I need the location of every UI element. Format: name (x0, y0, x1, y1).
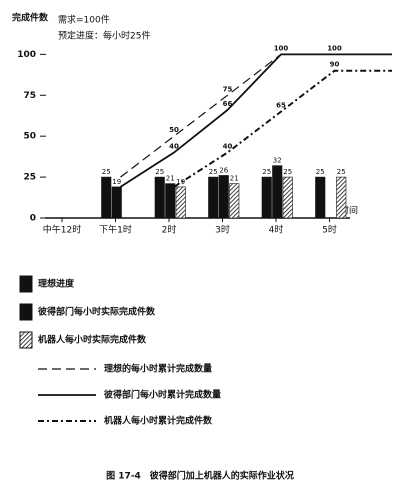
annotation: 需求=100件 (58, 14, 110, 26)
y-tick-label: 25 (23, 173, 36, 183)
bar (229, 183, 240, 219)
legend-label: 理想的每小时累计完成数量 (104, 363, 212, 375)
bar-label: 25 (337, 168, 346, 176)
bar (101, 176, 112, 219)
cumulative-line (120, 53, 392, 188)
y-tick-label: 100 (17, 50, 36, 60)
bar-label: 25 (209, 168, 218, 176)
y-tick-label: 75 (23, 91, 36, 101)
legend-label: 理想进度 (38, 278, 75, 290)
line-label: 50 (169, 126, 179, 134)
legend-swatch (19, 303, 33, 321)
caption: 图 17-4 彼得部门加上机器人的实际作业状况 (106, 470, 294, 482)
legend-label: 机器人每小时实际完成件数 (38, 334, 147, 346)
x-tick-label: 中午12时 (43, 224, 81, 236)
x-tick-label: 4时 (269, 224, 284, 236)
bar (261, 176, 272, 219)
bar-label: 25 (262, 168, 271, 176)
line-label: 100 (327, 44, 342, 52)
annotation: 预定进度：每小时25件 (58, 30, 150, 42)
line-label: 65 (276, 102, 286, 110)
x-tick-label: 2时 (162, 224, 177, 236)
line-label: 100 (274, 44, 289, 52)
y-tick-label: 0 (30, 214, 36, 224)
y-axis-label: 完成件数 (12, 12, 49, 24)
cumulative-line (173, 69, 392, 188)
bar-label: 25 (316, 168, 325, 176)
x-tick-label: 5时 (322, 224, 337, 236)
line-label: 75 (223, 85, 233, 93)
bar-label: 25 (102, 168, 111, 176)
cumulative-line (120, 53, 392, 178)
bar (165, 183, 176, 219)
legend-swatch (19, 275, 33, 293)
bar (336, 176, 347, 219)
bar-label: 21 (230, 175, 239, 183)
bar-label: 26 (219, 166, 228, 174)
bar (154, 176, 165, 219)
legend-label: 彼得部门每小时累计完成数量 (104, 389, 221, 401)
bar (272, 165, 283, 219)
bar-label: 25 (155, 168, 164, 176)
y-tick-label: 50 (23, 132, 36, 142)
bar-label: 21 (166, 175, 175, 183)
line-label: 40 (223, 143, 233, 151)
bar (175, 186, 186, 219)
line-label: 66 (223, 100, 233, 108)
line-label: 40 (169, 143, 179, 151)
bar (208, 176, 219, 219)
bar-label: 25 (283, 168, 292, 176)
x-tick-label: 下午1时 (99, 224, 132, 236)
legend-label: 机器人每小时累计完成件数 (104, 415, 213, 427)
line-label: 90 (330, 61, 340, 69)
legend-swatch (19, 331, 33, 349)
bar (315, 176, 326, 219)
legend-label: 彼得部门每小时实际完成件数 (38, 306, 156, 318)
x-tick-label: 3时 (215, 224, 230, 236)
bar-label: 32 (273, 157, 282, 165)
bar (111, 186, 122, 219)
bar (282, 176, 293, 219)
bar-label: 19 (112, 178, 121, 186)
bar-label: 19 (176, 178, 185, 186)
bar (218, 175, 229, 219)
